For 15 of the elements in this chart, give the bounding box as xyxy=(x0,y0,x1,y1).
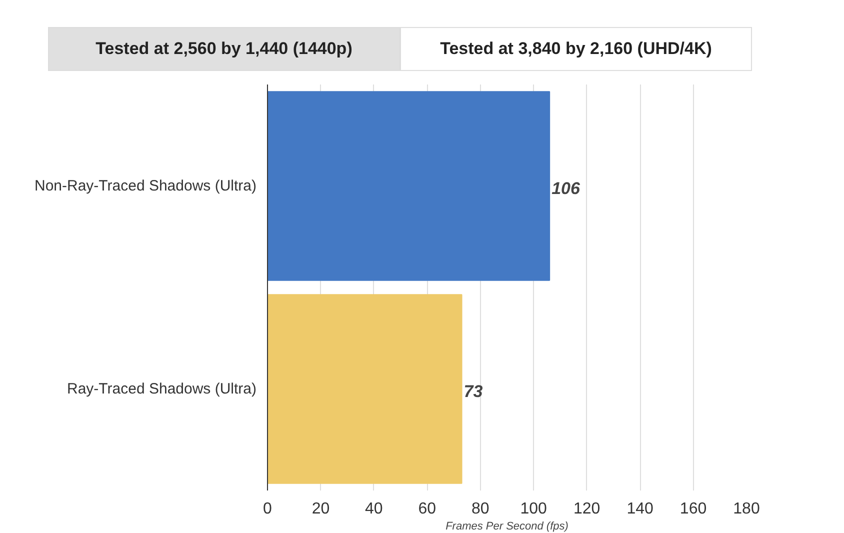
x-tick-label: 100 xyxy=(520,500,548,518)
data-label: 106 xyxy=(552,179,580,198)
x-tick-label: 0 xyxy=(263,500,272,518)
x-tick-label: 160 xyxy=(680,500,707,518)
x-tick-label: 80 xyxy=(471,500,490,518)
x-tick-label: 140 xyxy=(626,500,654,518)
data-label: 73 xyxy=(464,382,484,401)
x-tick-label: 40 xyxy=(365,500,383,518)
x-tick-label: 20 xyxy=(312,500,330,518)
x-tick-label: 60 xyxy=(418,500,436,518)
y-tick-label: Non-Ray-Traced Shadows (Ultra) xyxy=(34,178,257,194)
x-tick-label: 180 xyxy=(733,500,760,518)
x-axis-title: Frames Per Second (fps) xyxy=(446,520,569,532)
x-tick-label: 120 xyxy=(573,500,600,518)
y-tick-label: Ray-Traced Shadows (Ultra) xyxy=(67,380,257,398)
